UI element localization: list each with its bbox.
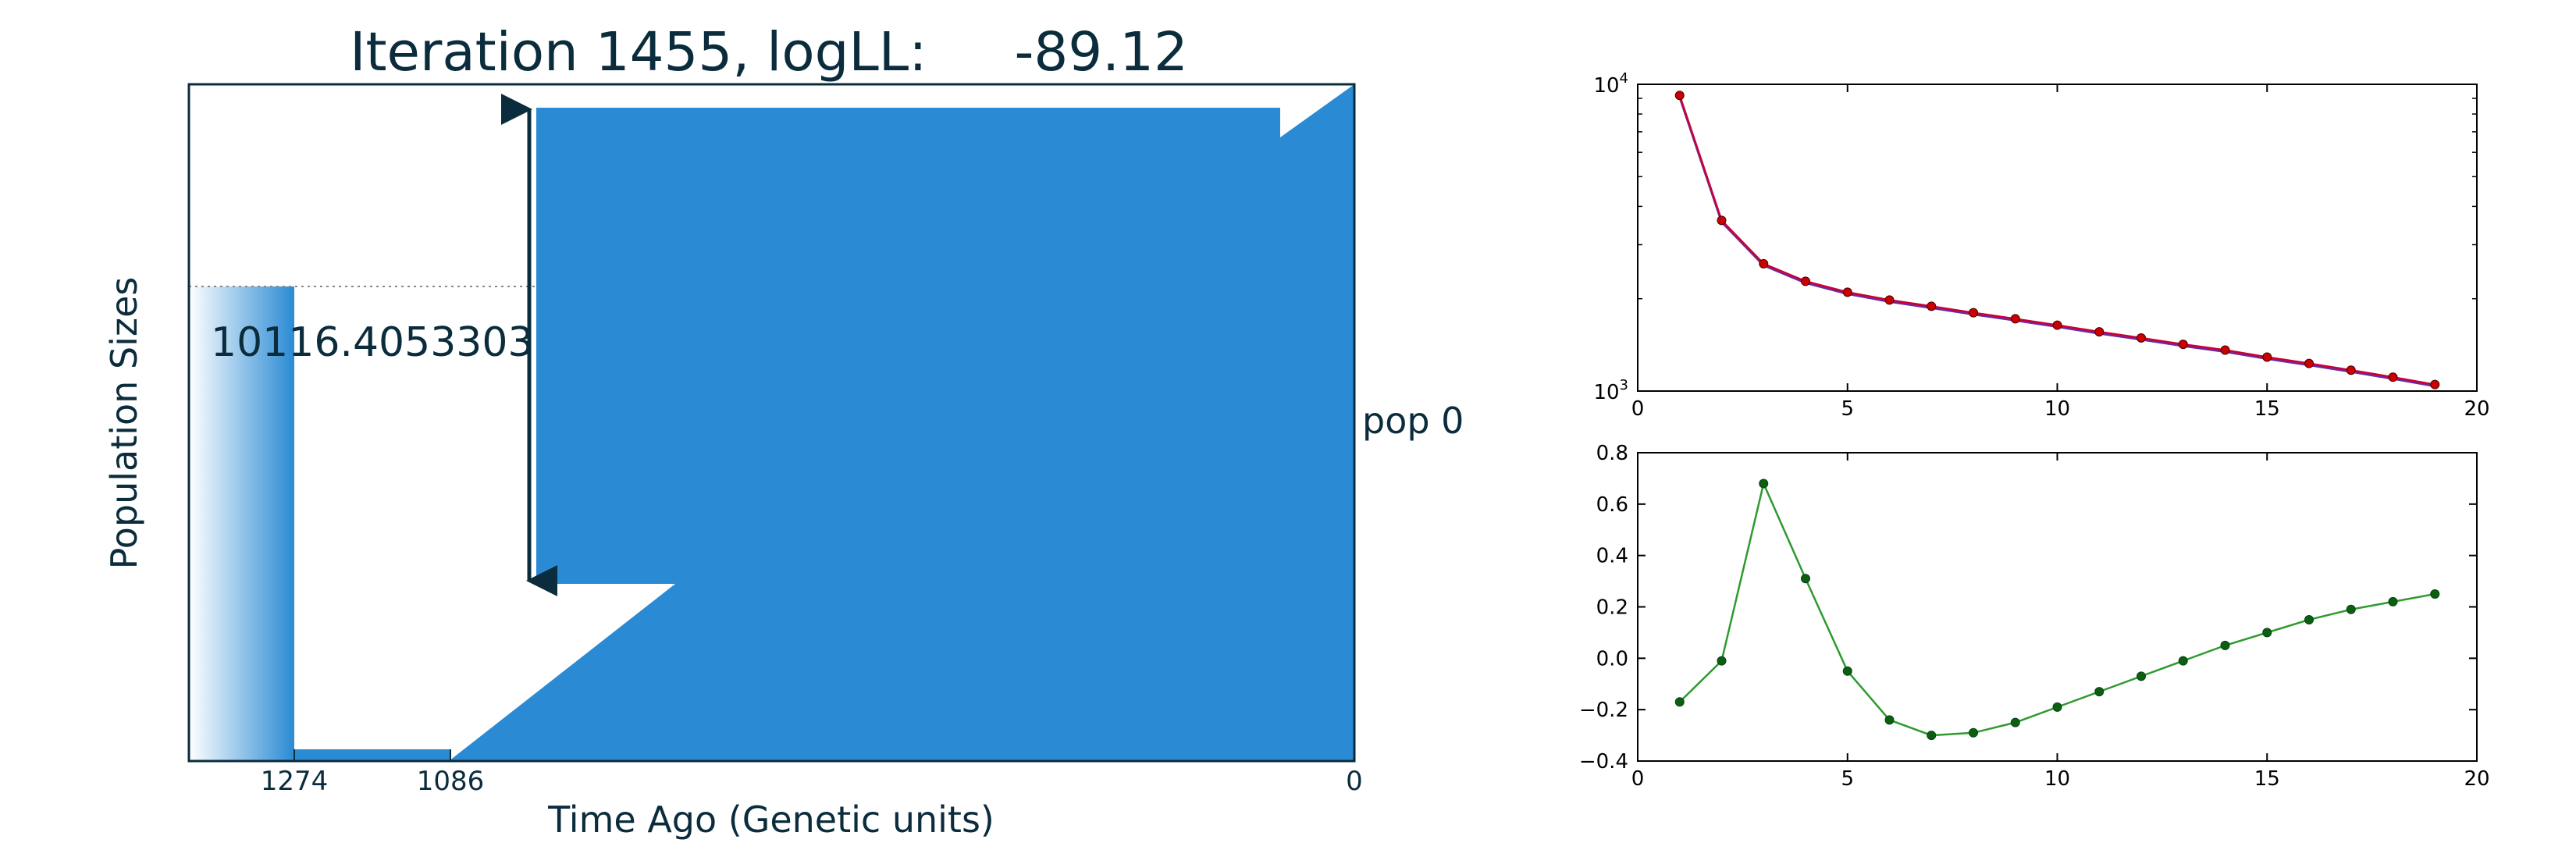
x-tick-label: 0 [1346, 766, 1363, 797]
data-point [1759, 258, 1769, 269]
data-point [1969, 727, 1978, 738]
title-prefix: Iteration 1455, logLL: [350, 21, 927, 84]
data-point [1759, 478, 1769, 489]
size-label: 10116.4053303 [211, 319, 534, 366]
data-point [2304, 358, 2314, 368]
data-point [1717, 656, 1727, 666]
demography-frame [187, 83, 1356, 763]
y-tick-label: 0.0 [1596, 647, 1628, 670]
pop-label: pop 0 [1362, 400, 1464, 442]
demography-plot: Iteration 1455, logLL: -89.12 10116.4053… [103, 21, 1464, 841]
data-point [1969, 308, 1978, 318]
x-tick-label: 5 [1841, 397, 1854, 421]
data-point [2094, 327, 2105, 337]
x-tick-label: 5 [1841, 767, 1854, 791]
y-tick-label: −0.4 [1579, 750, 1628, 774]
population-shape [449, 84, 1354, 761]
data-point [2178, 656, 2188, 666]
data-point [1842, 666, 1852, 676]
series-line [1678, 480, 2435, 737]
data-point [2220, 640, 2230, 650]
data-point [2094, 687, 2105, 697]
x-tick-label: 1274 [261, 766, 329, 797]
y-tick-label: 0.4 [1596, 545, 1628, 568]
data-point [1717, 215, 1727, 226]
data-point [2137, 671, 2146, 681]
data-point [2430, 379, 2440, 389]
data-point [2430, 589, 2440, 599]
x-tick-label: 15 [2254, 397, 2280, 421]
y-tick-label: 104 [1593, 70, 1628, 98]
data-point [2262, 628, 2272, 638]
data-point [2010, 717, 2020, 727]
top-chart-series [1674, 91, 2440, 389]
x-tick-label: 1086 [417, 766, 485, 797]
x-tick-label: 10 [2044, 767, 2070, 791]
bottom-chart-axes: 0 5 10 15 20 0.8 0.6 0.4 0.2 0.0 −0.2 −0.4 [1579, 442, 2490, 791]
ancestral-bar [189, 286, 294, 761]
bottom-chart: 0 5 10 15 20 0.8 0.6 0.4 0.2 0.0 −0.2 −0.4 [1579, 442, 2490, 791]
data-point [2388, 372, 2398, 382]
data-point [2346, 604, 2356, 614]
data-point [1884, 715, 1895, 725]
data-point [2052, 702, 2062, 712]
x-tick-label: 10 [2044, 397, 2070, 421]
data-point [1884, 295, 1895, 305]
y-tick-label: −0.2 [1579, 699, 1628, 722]
data-point [1927, 301, 1937, 311]
data-point [2052, 320, 2062, 330]
bottom-chart-series [1674, 478, 2440, 741]
data-point [1842, 287, 1852, 297]
data-point [2304, 614, 2314, 624]
top-chart-frame [1637, 84, 2478, 392]
data-point [2220, 345, 2230, 355]
y-tick-label: 0.6 [1596, 493, 1628, 517]
y-axis-label: Population Sizes [103, 277, 145, 570]
data-point [2178, 340, 2188, 350]
series-line-shadow [1678, 96, 2435, 388]
data-point [1674, 91, 1685, 101]
y-tick-label: 0.2 [1596, 596, 1628, 620]
data-point [1927, 731, 1937, 741]
x-tick-label: 20 [2464, 767, 2489, 791]
data-point [1674, 697, 1685, 707]
x-tick-label: 15 [2254, 767, 2280, 791]
x-tick-label: 20 [2464, 397, 2489, 421]
title-value: -89.12 [1014, 21, 1187, 84]
data-point [2388, 596, 2398, 606]
y-tick-label: 0.8 [1596, 442, 1628, 465]
y-tick-label: 103 [1593, 377, 1628, 404]
data-point [2137, 333, 2146, 343]
data-point [2346, 365, 2356, 375]
top-chart: 0 5 10 15 20 104 103 [1593, 70, 2489, 421]
x-tick-label: 0 [1631, 767, 1645, 791]
data-point [2010, 314, 2020, 324]
data-point [1801, 276, 1810, 286]
top-chart-axes: 0 5 10 15 20 104 103 [1593, 70, 2489, 421]
series-line [1678, 94, 2435, 386]
x-axis-label: Time Ago (Genetic units) [547, 799, 994, 841]
x-tick-label: 0 [1631, 397, 1645, 421]
demography-title: Iteration 1455, logLL: -89.12 [350, 21, 1188, 84]
data-point [1801, 574, 1810, 584]
data-point [2262, 352, 2272, 362]
population-bar [294, 749, 450, 761]
